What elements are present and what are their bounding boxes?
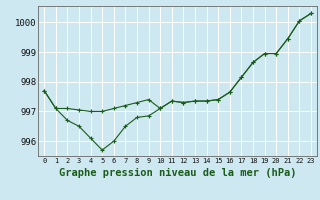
X-axis label: Graphe pression niveau de la mer (hPa): Graphe pression niveau de la mer (hPa)	[59, 168, 296, 178]
